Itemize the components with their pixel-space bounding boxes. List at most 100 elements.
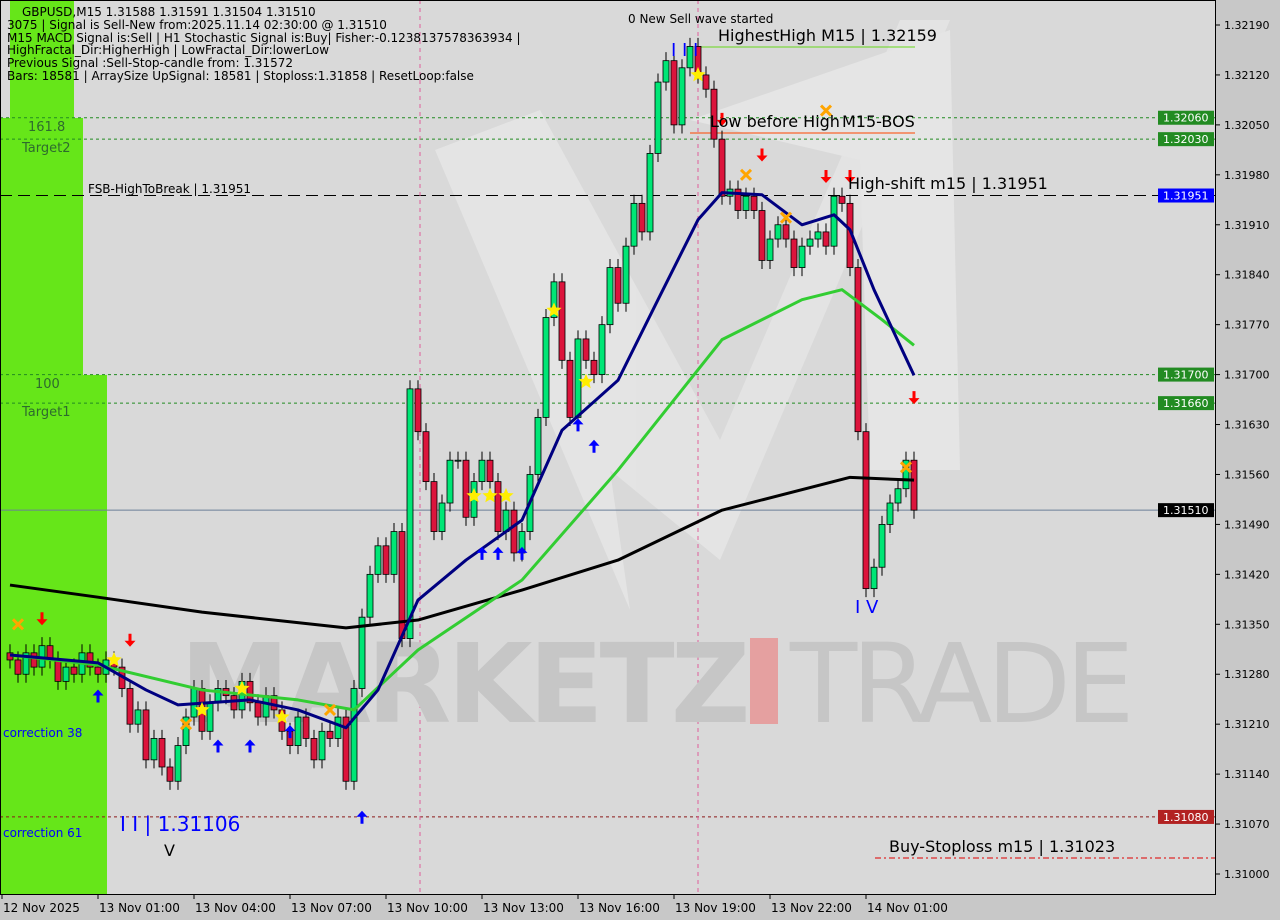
- star-icon: [690, 66, 706, 82]
- price-tag: [1158, 132, 1214, 147]
- price-tag-label: 1.31080: [1163, 811, 1209, 824]
- candle-bull: [366, 573, 374, 618]
- cross-icon: [323, 703, 337, 716]
- candle-bull: [62, 666, 70, 682]
- candle-bear: [590, 359, 598, 375]
- candle-bear: [838, 195, 846, 204]
- axis-labels: 1.32190 1.32120 1.32050 1.31980 1.31910 1.318…: [1, 19, 1270, 915]
- candle-bear: [790, 238, 798, 268]
- candle-bull: [134, 709, 142, 725]
- candle-bull: [806, 238, 814, 247]
- candle-bear: [430, 481, 438, 532]
- candle-bear: [126, 688, 134, 725]
- candle-bull: [294, 716, 302, 746]
- candle-bear: [822, 231, 830, 247]
- x-tick-label: 13 Nov 22:00: [771, 901, 852, 915]
- candle-bear: [142, 709, 150, 761]
- candle-bear: [14, 659, 22, 675]
- candle-bear: [414, 388, 422, 433]
- buy-arrow-icon: [244, 739, 256, 753]
- price-tag-label: 1.31951: [1163, 190, 1209, 203]
- star-icon: [106, 652, 122, 667]
- candle-bear: [718, 138, 726, 197]
- candle-bull: [606, 267, 614, 326]
- buy-stoploss-label: Buy-Stoploss m15 | 1.31023: [889, 837, 1115, 856]
- x-tick-label: 13 Nov 19:00: [675, 901, 756, 915]
- candle-bull: [798, 245, 806, 268]
- level-lines: [0, 0, 1216, 895]
- ma-slow-line: [9, 475, 915, 630]
- candle-bear: [86, 652, 94, 668]
- candle-bear: [670, 60, 678, 126]
- zone-label-target1: Target1: [21, 405, 71, 420]
- candle-bull: [662, 60, 670, 83]
- price-tag: [1158, 503, 1214, 518]
- price-tag: [1158, 809, 1214, 824]
- candle-bear: [582, 338, 590, 361]
- candle-bull: [406, 388, 414, 639]
- zone-target2: [0, 118, 83, 375]
- star-icon: [482, 487, 498, 503]
- candle-bull: [150, 738, 158, 761]
- time-axis[interactable]: [0, 895, 1216, 920]
- buy-arrow-icon: [284, 725, 296, 739]
- ma-fast-line: [9, 191, 916, 730]
- ma-mid-line: [9, 288, 915, 712]
- candle-bull: [318, 730, 326, 761]
- candle-bear: [342, 716, 350, 782]
- price-tag-label: 1.31510: [1163, 504, 1209, 517]
- candle-bull: [350, 688, 358, 782]
- candle-bear: [54, 659, 62, 682]
- star-icon: [546, 302, 562, 317]
- candle-bear: [854, 267, 862, 433]
- candle-bull: [654, 81, 662, 154]
- wave-3-label: I I I: [671, 40, 698, 61]
- x-tick-label: 13 Nov 13:00: [483, 901, 564, 915]
- sell-arrow-icon: [716, 112, 728, 126]
- price-axis[interactable]: [1216, 0, 1280, 920]
- candle-bear: [710, 88, 718, 140]
- watermark-marketz: MARKETZ: [180, 620, 746, 748]
- sell-arrow-icon: [36, 612, 48, 626]
- price-tag: [1158, 110, 1214, 125]
- candle-bear: [750, 195, 758, 211]
- y-tick-label: 1.31980: [1224, 169, 1270, 182]
- candle-bear: [510, 509, 518, 554]
- x-tick-label: 14 Nov 01:00: [867, 901, 948, 915]
- x-tick-label: 12 Nov 2025: [3, 901, 80, 915]
- candle-bull: [830, 195, 838, 247]
- candle-bull: [174, 745, 182, 782]
- buy-arrow-icon: [572, 418, 584, 432]
- candle-bear: [734, 188, 742, 211]
- wave-4-label: I V: [855, 597, 879, 618]
- candle-bear: [94, 666, 102, 675]
- zone-target1: [0, 375, 107, 895]
- candle-bull: [390, 531, 398, 575]
- y-tick-label: 1.31280: [1224, 668, 1270, 681]
- candle-bear: [494, 481, 502, 532]
- candle-bull: [886, 502, 894, 525]
- candle-bull: [894, 488, 902, 504]
- symbol-line: GBPUSD,M15 1.31588 1.31591 1.31504 1.315…: [22, 5, 316, 19]
- candle-bull: [814, 231, 822, 240]
- candle-bear: [158, 738, 166, 768]
- price-tag: [1158, 367, 1214, 382]
- candle-bear: [70, 666, 78, 675]
- sell-arrow-icon: [844, 169, 856, 183]
- fsb-label: FSB-HighToBreak | 1.31951: [88, 182, 251, 196]
- candle-bull: [454, 459, 462, 462]
- candle-bull: [774, 224, 782, 240]
- new-wave-label: 0 New Sell wave started: [628, 12, 773, 26]
- buy-arrow-icon: [92, 689, 104, 703]
- candle-bull: [686, 46, 694, 69]
- candle-bear: [566, 359, 574, 418]
- candle-bear: [166, 766, 174, 782]
- zone-top: [10, 0, 74, 118]
- y-tick-label: 1.32190: [1224, 19, 1270, 32]
- watermark-bar: [750, 638, 778, 724]
- cross-icon: [899, 461, 913, 474]
- bos-label: M15-BOS: [842, 112, 915, 131]
- previous-signal-line: Previous Signal :Sell-Stop-candle from: …: [7, 56, 293, 70]
